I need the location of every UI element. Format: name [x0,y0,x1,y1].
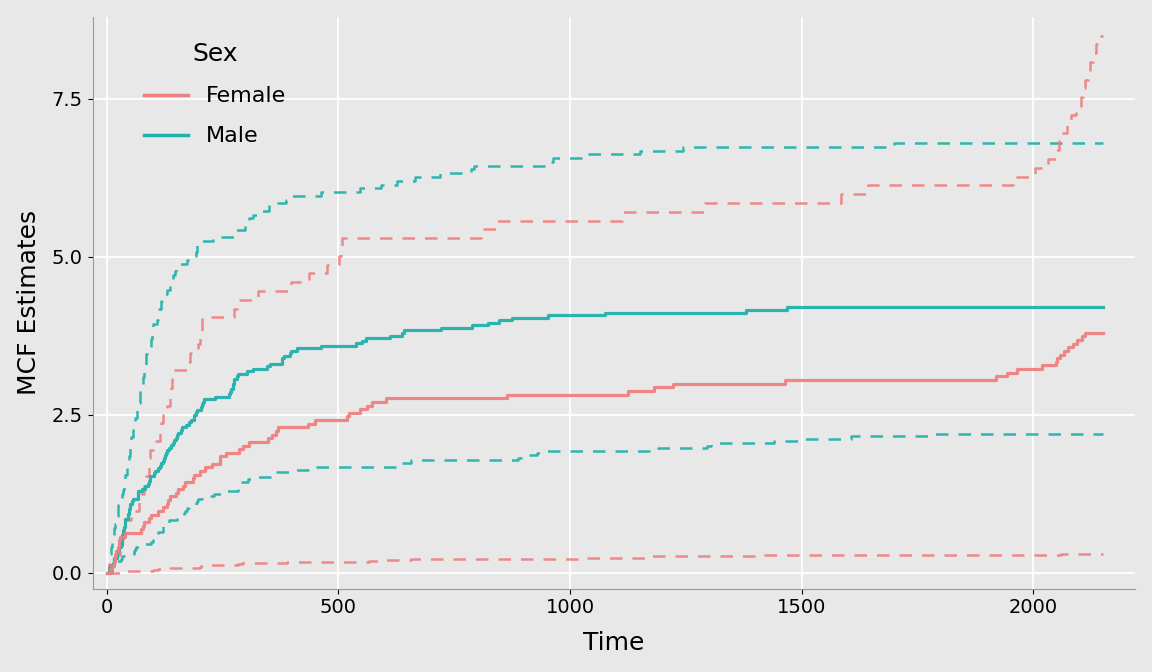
Y-axis label: MCF Estimates: MCF Estimates [16,210,40,395]
X-axis label: Time: Time [583,631,645,655]
Legend: Female, Male: Female, Male [135,34,295,155]
